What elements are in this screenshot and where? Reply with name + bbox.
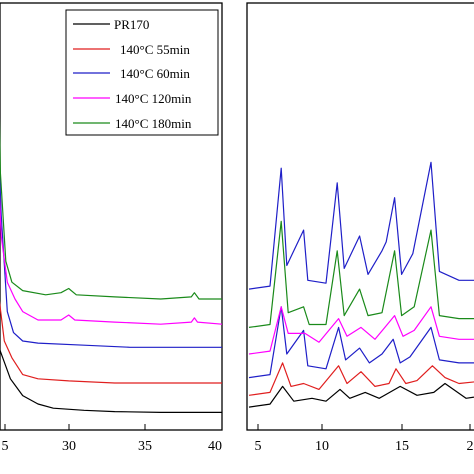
x-tick-label: 2 [467,439,474,454]
series-line-right-0 [248,382,474,408]
legend-label: PR170 [114,17,149,32]
series-line-left-0 [0,348,222,413]
x-tick-label: 10 [315,439,329,454]
x-tick-label: 40 [208,439,222,454]
right-plot-frame [246,2,474,431]
left-chart-panel: 5 30 35 40 PR170 140°C 55min 140°C 60min 14… [0,2,223,454]
legend-entry: 140°C 180min [73,116,192,131]
x-tick-label: 35 [138,439,152,454]
legend-entry: 140°C 120min [73,91,192,106]
series-line-left-2 [0,168,222,348]
series-line-right-4 [248,220,474,328]
x-tick-label: 5 [2,439,9,454]
legend-label: 140°C 180min [115,116,192,131]
series-line-right-3 [248,306,474,355]
x-tick-label: 5 [255,439,262,454]
right-x-axis: 5 10 15 2 [255,424,474,454]
x-tick-label: 30 [62,439,76,454]
legend-label: 140°C 60min [120,66,190,81]
legend-entry: 140°C 60min [73,66,190,81]
series-line-left-3 [0,194,223,325]
series-line-left-1 [0,300,222,384]
series-line-right-2 [248,306,474,379]
series-line-right-5 [248,161,474,290]
legend: PR170 140°C 55min 140°C 60min 140°C 120m… [65,9,219,136]
left-plot-frame [0,2,223,431]
legend-box [65,9,219,136]
right-chart-panel: 5 10 15 2 [246,2,474,454]
x-tick-label: 15 [395,439,409,454]
legend-label: 140°C 55min [120,42,190,57]
legend-entry: PR170 [73,17,149,32]
legend-entry: 140°C 55min [73,42,190,57]
left-series-group [0,116,223,413]
left-x-axis: 5 30 35 40 [2,424,223,454]
right-series-group [248,161,474,408]
legend-label: 140°C 120min [115,91,192,106]
series-line-left-4 [0,116,222,300]
series-line-right-1 [248,362,474,396]
